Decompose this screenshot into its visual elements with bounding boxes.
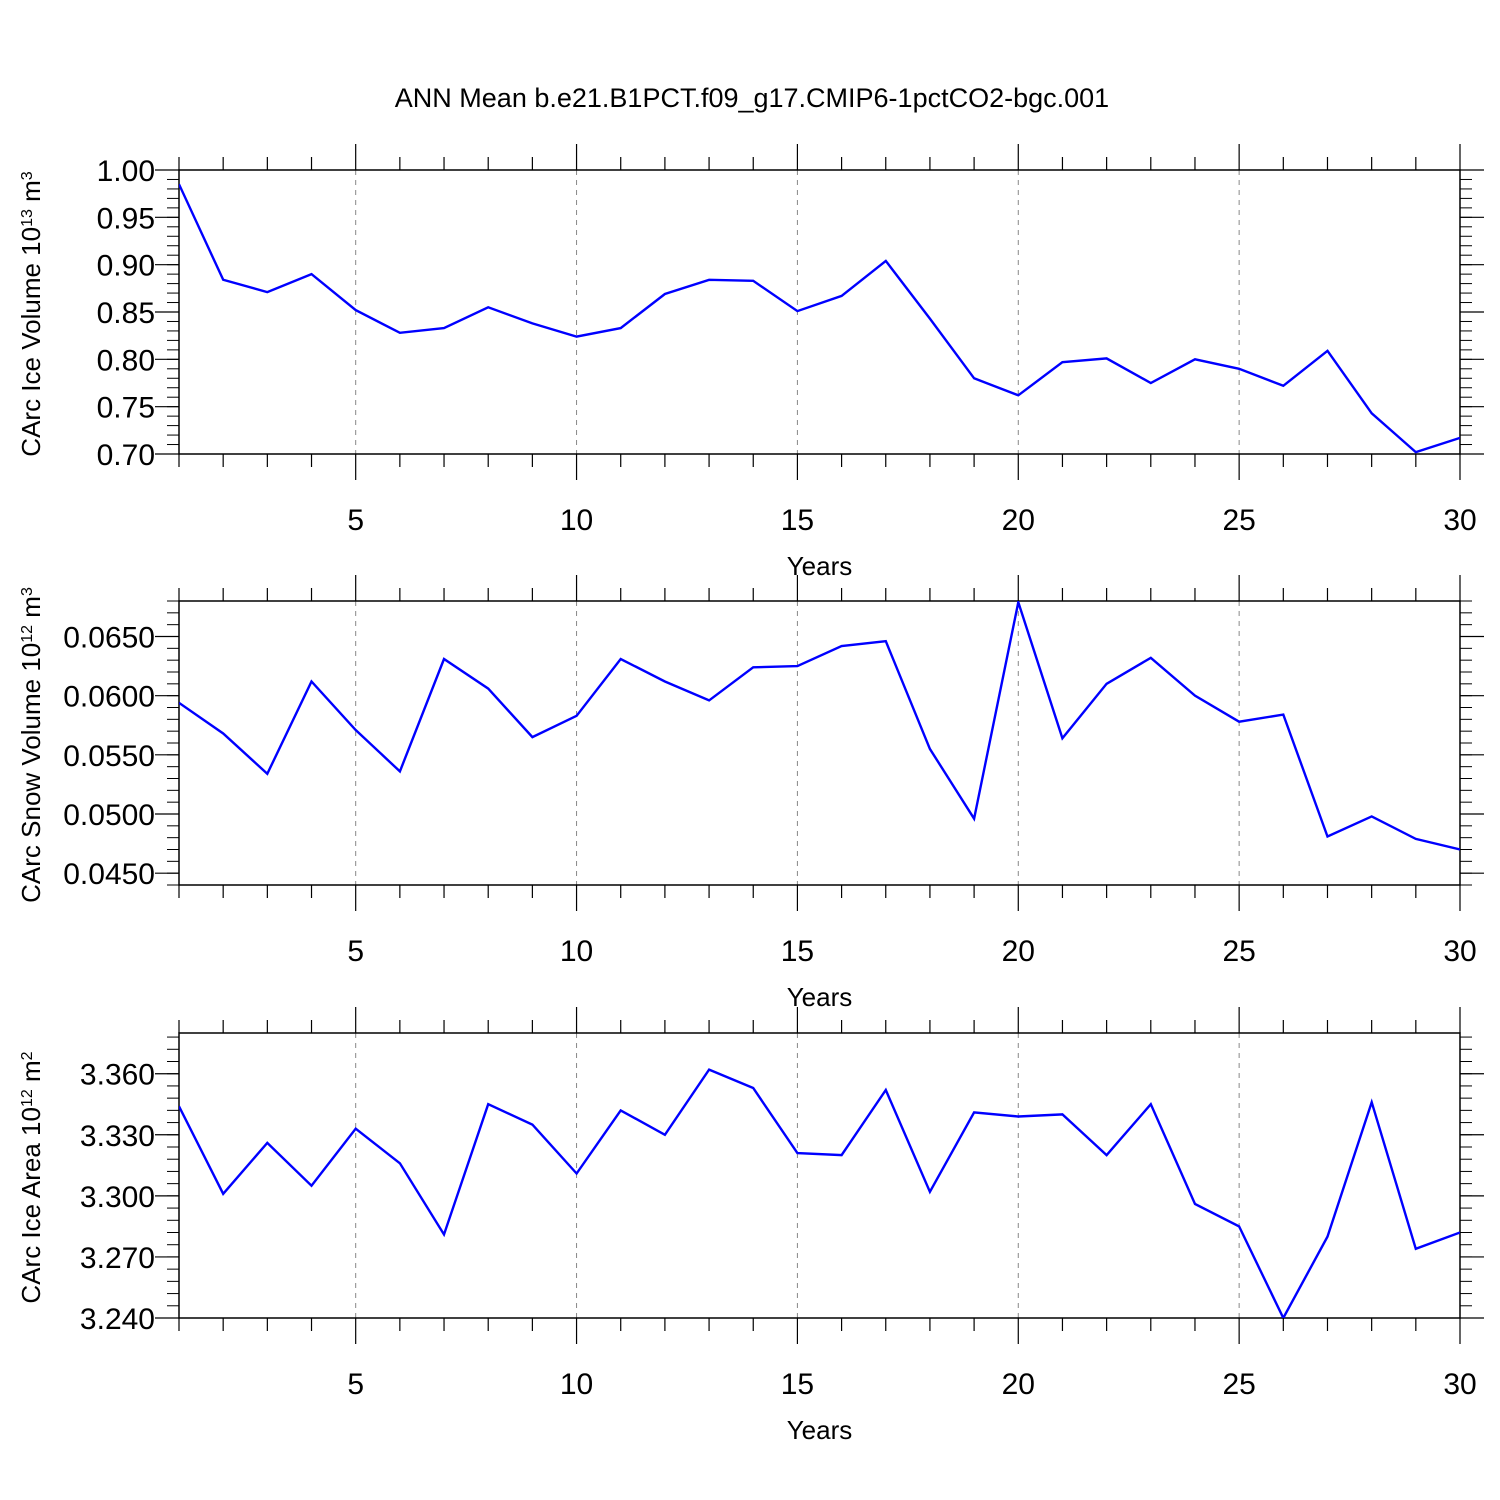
y-tick-label: 0.0650 — [63, 622, 155, 655]
y-axis-label-text: CArc Ice Area 10 — [16, 1107, 46, 1304]
y-axis-label-text: CArc Snow Volume 10 — [16, 643, 46, 903]
plot-frame — [178, 1032, 1461, 1319]
x-tick-label: 10 — [560, 935, 593, 968]
x-axis-label: Years — [787, 1415, 853, 1445]
x-tick-label: 5 — [347, 935, 364, 968]
plot-frame — [178, 169, 1461, 455]
x-tick-label: 25 — [1222, 1368, 1255, 1401]
y-axis-label-superscript: 13 — [19, 209, 36, 227]
y-axis-label: CArc Ice Area 1012 m2 — [16, 1051, 46, 1303]
x-tick-label: 20 — [1002, 1368, 1035, 1401]
panel-3: 5 10 15 20 25 30 3.240 3.270 3.300 3.330 3.360 Year… — [16, 1007, 1484, 1445]
y-tick-label: 0.80 — [97, 344, 155, 377]
y-axis-label: CArc Snow Volume 1012 m3 — [16, 587, 46, 903]
y-axis-label-superscript: 3 — [19, 171, 36, 180]
y-axis-label-text: CArc Ice Volume 10 — [16, 227, 46, 457]
x-tick-label: 20 — [1002, 504, 1035, 537]
panel-2: 5 10 15 20 25 30 0.0450 0.0500 0.0550 0.0600 0.065… — [16, 575, 1484, 1012]
x-tick-label: 10 — [560, 504, 593, 537]
y-tick-label: 0.75 — [97, 392, 155, 425]
data-series-line — [179, 601, 1460, 851]
y-tick-label: 3.240 — [80, 1303, 155, 1336]
x-axis-label: Years — [787, 551, 853, 581]
y-axis-label-superscript: 2 — [19, 1051, 36, 1060]
x-axis-label: Years — [787, 982, 853, 1012]
x-tick-label: 10 — [560, 1368, 593, 1401]
y-axis-label: CArc Ice Volume 1013 m3 — [16, 171, 46, 456]
y-axis-label-text: m — [16, 1060, 46, 1089]
x-tick-label: 25 — [1222, 504, 1255, 537]
x-tick-label: 15 — [781, 504, 814, 537]
data-series-line — [179, 183, 1460, 454]
y-tick-label: 3.270 — [80, 1242, 155, 1275]
y-axis-label-superscript: 12 — [19, 1089, 36, 1107]
y-tick-label: 0.0600 — [63, 681, 155, 714]
y-tick-label: 1.00 — [97, 155, 155, 188]
x-tick-label: 15 — [781, 1368, 814, 1401]
y-tick-label: 0.85 — [97, 297, 155, 330]
y-tick-label: 3.360 — [80, 1059, 155, 1092]
y-axis-label-superscript: 12 — [19, 625, 36, 643]
chart-title: ANN Mean b.e21.B1PCT.f09_g17.CMIP6-1pctC… — [395, 83, 1109, 113]
x-tick-label: 5 — [347, 1368, 364, 1401]
y-tick-label: 0.90 — [97, 250, 155, 283]
x-tick-label: 30 — [1443, 504, 1476, 537]
y-tick-label: 0.0500 — [63, 799, 155, 832]
x-tick-label: 30 — [1443, 935, 1476, 968]
y-tick-label: 0.95 — [97, 202, 155, 235]
panel-1: 5 10 15 20 25 30 0.70 0.75 0.80 0.85 0.90 0.95 1.00 Y… — [16, 144, 1484, 581]
y-tick-label: 0.70 — [97, 439, 155, 472]
y-tick-label: 0.0550 — [63, 740, 155, 773]
y-axis-label-superscript: 3 — [19, 587, 36, 596]
data-series-line — [179, 1068, 1460, 1318]
x-tick-label: 30 — [1443, 1368, 1476, 1401]
x-tick-label: 5 — [347, 504, 364, 537]
y-tick-label: 3.300 — [80, 1181, 155, 1214]
y-axis-label-text: m — [16, 180, 46, 209]
x-tick-label: 25 — [1222, 935, 1255, 968]
y-tick-label: 0.0450 — [63, 858, 155, 891]
x-tick-label: 15 — [781, 935, 814, 968]
y-tick-label: 3.330 — [80, 1120, 155, 1153]
x-tick-label: 20 — [1002, 935, 1035, 968]
y-axis-label-text: m — [16, 596, 46, 625]
